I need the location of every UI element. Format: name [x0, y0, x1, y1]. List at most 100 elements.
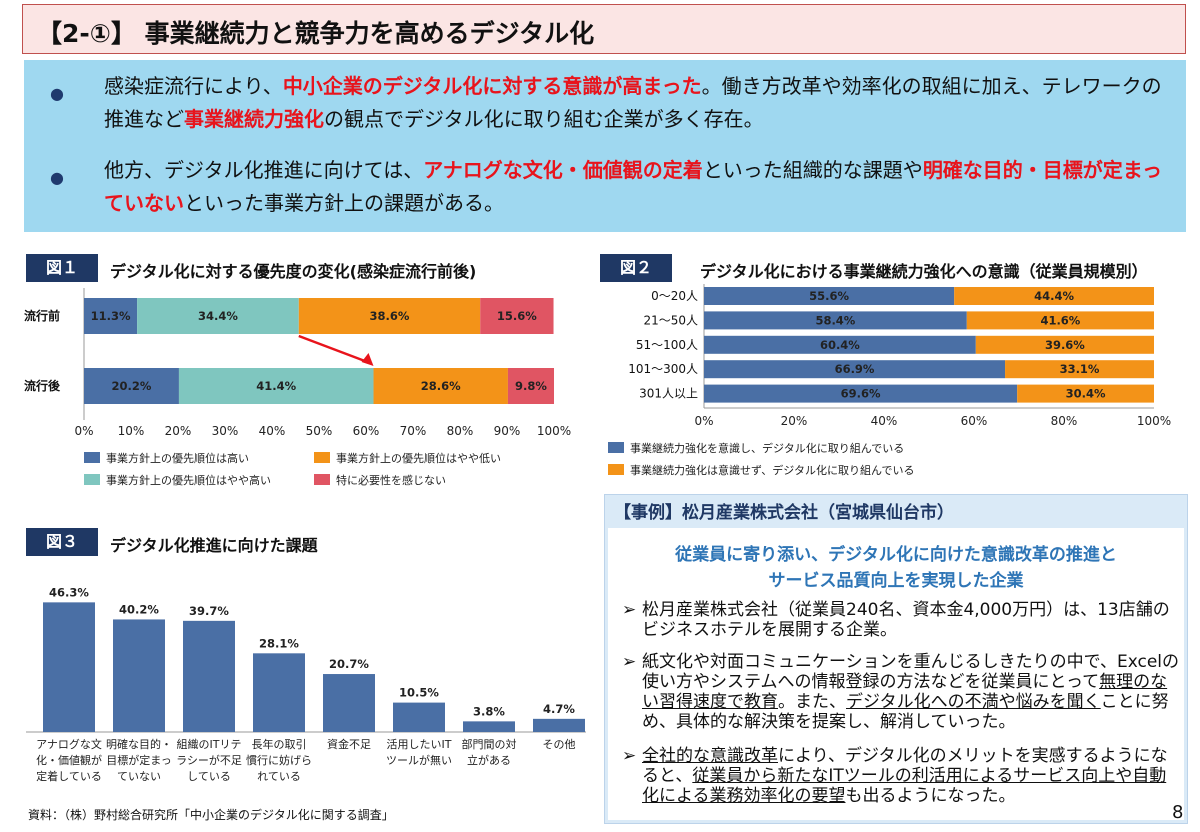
fig1-x-tick: 90%: [493, 424, 521, 438]
fig2-data-label: 69.6%: [841, 387, 881, 401]
fig1-data-label: 34.4%: [198, 309, 238, 323]
fig3-category-label: 明確な目的・: [106, 737, 172, 751]
fig2-x-tick: 60%: [960, 414, 988, 428]
fig3-bar: [253, 653, 305, 732]
fig2-bar-segment: [975, 335, 1154, 354]
fig2-x-tick: 80%: [1050, 414, 1078, 428]
fig2-legend-label: 事業継続力強化を意識し、デジタル化に取り組んでいる: [630, 442, 905, 455]
case-body: [608, 528, 1184, 820]
fig1-data-label: 38.6%: [370, 309, 410, 323]
fig1-bar-segment: [480, 298, 554, 334]
fig1-legend-label: 事業方針上の優先順位は高い: [106, 452, 249, 465]
fig2-data-label: 41.6%: [1040, 313, 1080, 327]
fig3-category-label: している: [187, 770, 231, 783]
summary-box: ● 感染症流行により、中小企業のデジタル化に対する意識が高まった。働き方改革や効…: [24, 60, 1186, 232]
case-item-2-text: 紙文化や対面コミュニケーションを重んじるしきたりの中で、Excelの使い方やシス…: [642, 652, 1180, 732]
fig1-x-tick: 10%: [117, 424, 145, 438]
fig3-data-label: 40.2%: [119, 602, 159, 616]
fig3-category-label: 部門間の対: [462, 737, 517, 751]
fig2-category-label: 51～100人: [636, 338, 698, 352]
case-item-1-text: 松月産業株式会社（従業員240名、資本金4,000万円）は、13店舗のビジネスホ…: [642, 600, 1170, 640]
bullet-dot-icon: ●: [50, 84, 64, 103]
fig2-bar-segment: [704, 311, 967, 330]
fig1-x-tick: 40%: [258, 424, 286, 438]
fig2-legend-swatch: [608, 464, 624, 475]
fig2-category-label: 301人以上: [639, 387, 698, 401]
fig3-category-label: 長年の取引: [252, 737, 307, 751]
fig3-category-label: 慣行に妨げら: [246, 753, 312, 767]
fig2-bar-segment: [704, 384, 1018, 403]
fig3-category-label: れている: [257, 770, 301, 783]
fig2-category-label: 21～50人: [643, 313, 698, 327]
fig1-data-label: 41.4%: [256, 379, 296, 393]
fig1-legend-label: 事業方針上の優先順位はやや高い: [106, 474, 271, 487]
fig2-bar-segment: [1005, 360, 1154, 379]
fig1-x-tick: 50%: [305, 424, 333, 438]
fig3-title: デジタル化推進に向けた課題: [110, 536, 318, 555]
fig1-bar-segment: [84, 298, 138, 334]
fig3-category-label: 定着している: [36, 769, 102, 783]
fig3-category-label: 目標が定まっ: [106, 753, 172, 767]
fig3-data-label: 10.5%: [399, 686, 439, 700]
fig1-data-label: 15.6%: [497, 309, 537, 323]
fig1-legend-swatch: [314, 452, 330, 463]
fig3-bar: [113, 619, 165, 732]
fig3-data-label: 20.7%: [329, 657, 369, 671]
fig1-legend-label: 特に必要性を感じない: [336, 474, 446, 487]
fig1-bar-segment: [84, 368, 179, 404]
fig2-bar-segment: [966, 311, 1154, 330]
fig2-category-label: 101～300人: [628, 362, 698, 376]
fig2-legend-swatch: [608, 442, 624, 453]
arrow-bullet-icon: ➢: [622, 652, 637, 672]
fig3-label: 図３: [26, 528, 98, 556]
fig3-category-label: 資金不足: [327, 737, 371, 751]
fig3-data-label: 3.8%: [473, 704, 505, 718]
fig3-bar: [183, 620, 235, 732]
fig1-x-tick: 80%: [446, 424, 474, 438]
summary-bullet-1-text: 感染症流行により、中小企業のデジタル化に対する意識が高まった。働き方改革や効率化…: [104, 74, 1162, 131]
fig1-title: デジタル化に対する優先度の変化(感染症流行前後): [110, 262, 477, 281]
arrow-bullet-icon: ➢: [622, 746, 637, 766]
case-item-1: ➢ 松月産業株式会社（従業員240名、資本金4,000万円）は、13店舗のビジネ…: [622, 600, 1182, 642]
fig2-title: デジタル化における事業継続力強化への意識（従業員規模別）: [700, 262, 1148, 281]
fig2-data-label: 33.1%: [1060, 362, 1100, 376]
fig3-category-label: 立がある: [467, 753, 511, 767]
fig2-bar-segment: [704, 360, 1006, 379]
fig2-data-label: 30.4%: [1066, 387, 1106, 401]
fig1-x-tick: 30%: [211, 424, 239, 438]
fig3-data-label: 4.7%: [543, 702, 575, 716]
fig3-category-label: ツールが無い: [386, 753, 452, 767]
fig2-x-tick: 20%: [780, 414, 808, 428]
fig1-change-arrow-line: [298, 334, 368, 364]
fig3-category-label: ラシーが不足: [176, 753, 242, 767]
fig1-bar-segment: [178, 368, 374, 404]
fig1-data-label: 28.6%: [421, 379, 461, 393]
summary-bullet-1: ● 感染症流行により、中小企業のデジタル化に対する意識が高まった。働き方改革や効…: [50, 70, 1170, 140]
fig3-data-label: 28.1%: [259, 636, 299, 650]
fig3-category-label: アナログな文: [36, 737, 102, 751]
fig1-category-label: 流行後: [24, 378, 61, 393]
fig1-bar-segment: [507, 368, 554, 404]
fig2-legend-label: 事業継続力強化は意識せず、デジタル化に取り組んでいる: [630, 464, 915, 477]
fig1-bar-segment: [373, 368, 508, 404]
fig2-category-label: 0～20人: [651, 289, 698, 303]
fig1-label: 図１: [26, 254, 98, 282]
fig2-x-tick: 40%: [870, 414, 898, 428]
source-note: 資料：（株）野村総合研究所「中小企業のデジタル化に関する調査」: [28, 808, 394, 822]
fig1-bar-segment: [298, 298, 481, 334]
case-item-3: ➢ 全社的な意識改革により、デジタル化のメリットを実感するようになると、従業員か…: [622, 746, 1182, 810]
fig1-data-label: 11.3%: [91, 309, 131, 323]
fig1-x-tick: 70%: [399, 424, 427, 438]
summary-bullet-2-text: 他方、デジタル化推進に向けては、アナログな文化・価値観の定着といった組織的な課題…: [104, 158, 1163, 215]
summary-bullet-2: ● 他方、デジタル化推進に向けては、アナログな文化・価値観の定着といった組織的な…: [50, 154, 1170, 224]
title-banner: 【2-①】 事業継続力と競争力を高めるデジタル化: [22, 4, 1186, 54]
fig1-legend-swatch: [314, 474, 330, 485]
fig3-bar: [323, 674, 375, 732]
case-item-2: ➢ 紙文化や対面コミュニケーションを重んじるしきたりの中で、Excelの使い方や…: [622, 652, 1182, 736]
fig1-category-label: 流行前: [24, 308, 60, 323]
fig1-bar-segment: [137, 298, 299, 334]
fig1-change-arrow-head: [361, 353, 374, 366]
fig3-bar: [393, 702, 445, 732]
fig2-chart: 0～20人 55.6% 44.4% 21～50人 58.4% 41.6% 51～100人 60…: [628, 284, 1154, 409]
